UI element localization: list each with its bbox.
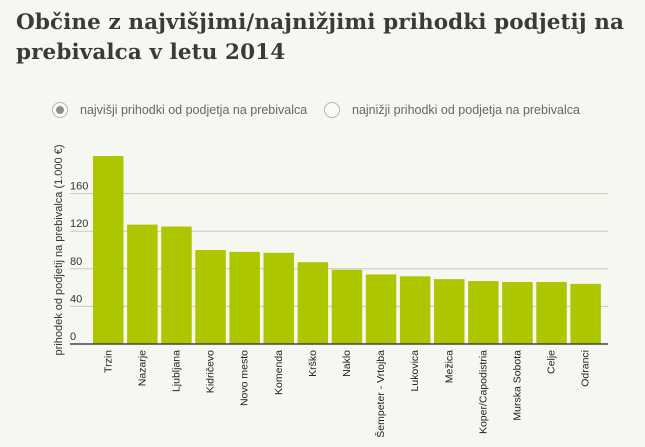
x-tick-label: Murska Sobota (511, 350, 523, 421)
y-tick-labels: 0 40 80 120 160 (70, 181, 88, 343)
x-tick-label: Mežica (443, 350, 455, 383)
bar[interactable] (195, 250, 226, 344)
x-tick-label: Novo mesto (239, 350, 251, 406)
x-tick-label: Celje (546, 350, 558, 374)
bar[interactable] (365, 274, 397, 344)
y-tick-label: 160 (70, 181, 88, 193)
bar[interactable] (297, 262, 329, 344)
bar[interactable] (570, 283, 601, 344)
bars (93, 156, 601, 344)
x-tick-label: Odranci (580, 350, 592, 387)
option-highest-label: najvišji prihodki od podjetja na prebiva… (80, 103, 308, 117)
bar[interactable] (399, 276, 431, 344)
bar[interactable] (468, 281, 499, 344)
bar[interactable] (331, 269, 363, 344)
y-tick-label: 0 (70, 331, 76, 343)
bar[interactable] (263, 252, 295, 344)
y-axis-label: prihodek od podjetij na prebivalca (1.00… (53, 145, 65, 356)
x-tick-label: Šempeter - Vrtojba (374, 350, 387, 438)
x-tick-label: Kidričevo (205, 350, 217, 393)
option-highest-revenue[interactable]: najvišji prihodki od podjetja na prebiva… (52, 99, 307, 121)
x-tick-label: Nazarje (136, 350, 148, 386)
x-tick-label: Komenda (273, 350, 285, 395)
y-tick-label: 80 (70, 256, 82, 268)
x-tick-label: Koper/Capodistria (477, 350, 489, 434)
x-tick-label: Trzin (102, 350, 114, 373)
bar[interactable] (161, 226, 192, 345)
x-tick-labels: Trzin Nazarje Ljubljana Kidričevo Novo mesto… (102, 350, 591, 438)
y-tick-label: 40 (70, 293, 82, 305)
option-lowest-label: najnižji prihodki od podjetja na prebiva… (352, 103, 580, 117)
x-tick-label: Naklo (341, 350, 353, 377)
option-lowest-revenue[interactable]: najnižji prihodki od podjetja na prebiva… (324, 99, 580, 121)
radio-selected-icon[interactable] (52, 102, 68, 118)
x-tick-label: Krško (307, 350, 319, 377)
radio-unselected-icon[interactable] (324, 102, 340, 118)
bar[interactable] (536, 281, 567, 344)
bar[interactable] (502, 281, 533, 344)
page-title: Občine z najvišjimi/najnižjimi prihodki … (16, 10, 625, 65)
bar[interactable] (93, 156, 124, 344)
x-tick-label: Lukovica (409, 350, 421, 392)
bar[interactable] (434, 279, 465, 344)
bar[interactable] (127, 224, 158, 344)
x-tick-label: Ljubljana (170, 350, 182, 392)
y-tick-label: 120 (70, 218, 88, 230)
bar[interactable] (229, 251, 260, 344)
